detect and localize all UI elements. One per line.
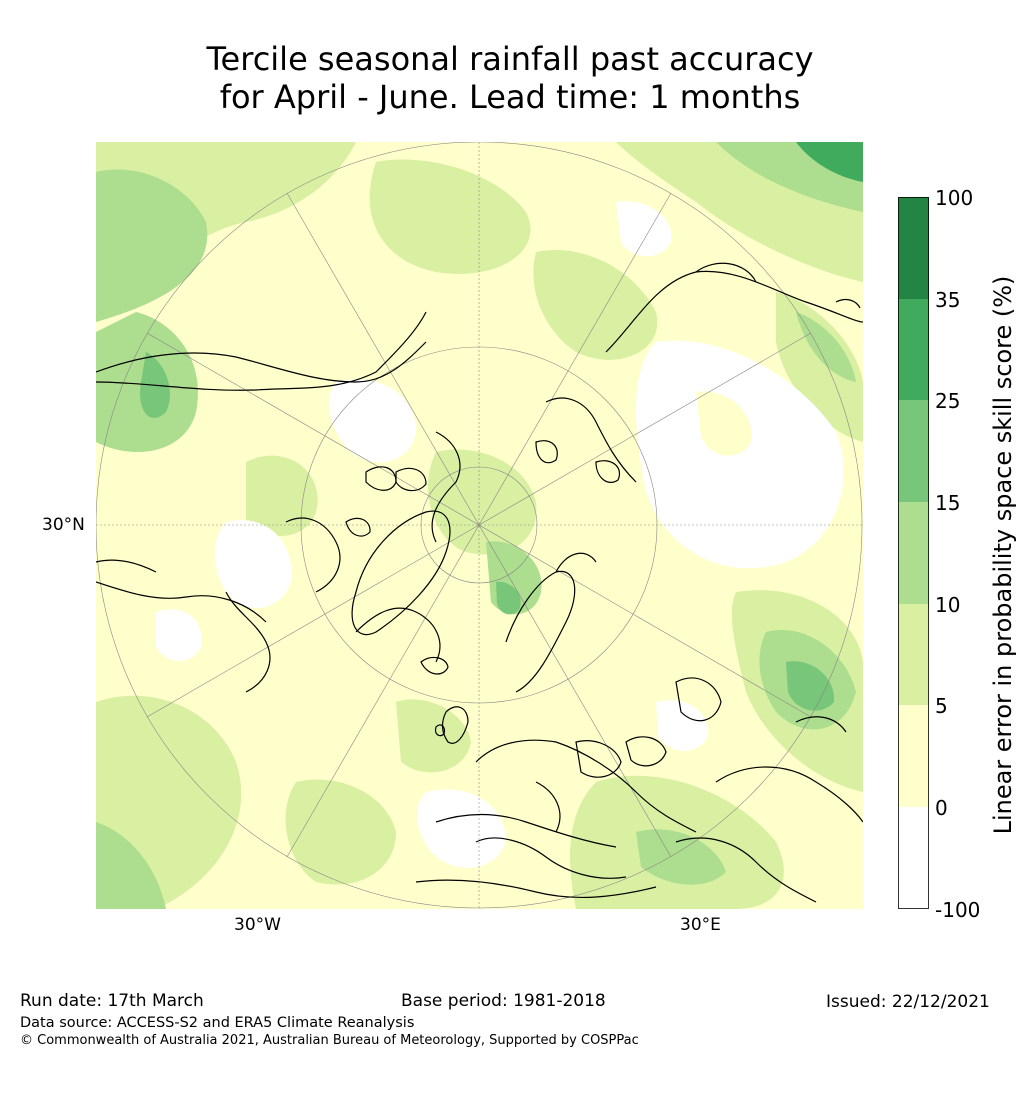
colorbar-band-0-neg100	[898, 807, 929, 909]
coastlines	[96, 262, 863, 903]
colorbar-band-10-5	[898, 604, 929, 705]
colorbar-tick-15: 15	[935, 491, 961, 515]
colorbar-tick-0: 0	[935, 796, 948, 820]
colorbar-label: Linear error in probability space skill …	[989, 275, 1017, 835]
colorbar-tick-neg100: -100	[935, 898, 981, 922]
run-date: Run date: 17th March	[20, 991, 204, 1011]
colorbar-band-15-10	[898, 502, 929, 604]
lon-label-30e: 30°E	[680, 915, 721, 935]
lat-label-30n: 30°N	[42, 515, 85, 535]
colorbar-tick-10: 10	[935, 593, 961, 617]
copyright: © Commonwealth of Australia 2021, Austra…	[20, 1033, 639, 1048]
polar-map	[96, 142, 863, 909]
colorbar-band-25-15	[898, 400, 929, 502]
data-source: Data source: ACCESS-S2 and ERA5 Climate …	[20, 1015, 415, 1031]
chart-title: Tercile seasonal rainfall past accuracy …	[0, 40, 1020, 116]
colorbar-tick-5: 5	[935, 694, 948, 718]
colorbar-band-100-35	[898, 197, 929, 299]
issued-date: Issued: 22/12/2021	[826, 992, 990, 1012]
title-line-2: for April - June. Lead time: 1 months	[219, 78, 801, 116]
colorbar	[898, 197, 929, 909]
colorbar-band-5-0	[898, 705, 929, 807]
skill-field	[96, 142, 863, 909]
title-line-1: Tercile seasonal rainfall past accuracy	[206, 40, 814, 78]
base-period: Base period: 1981-2018	[401, 991, 606, 1011]
colorbar-tick-100: 100	[935, 186, 974, 210]
colorbar-tick-35: 35	[935, 288, 961, 312]
colorbar-band-35-25	[898, 299, 929, 400]
lon-label-30w: 30°W	[234, 915, 281, 935]
colorbar-tick-25: 25	[935, 389, 961, 413]
